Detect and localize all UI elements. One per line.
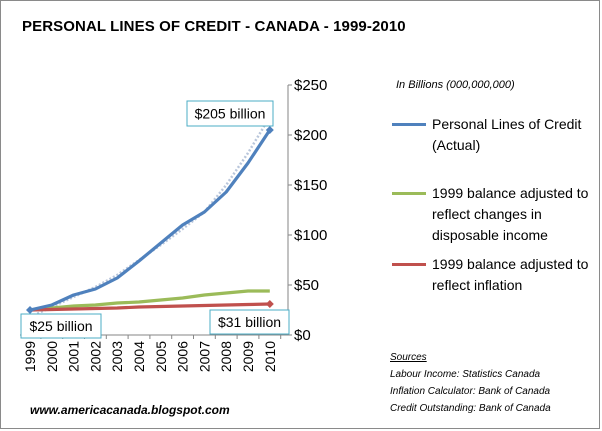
y-tick-label: $50 <box>294 277 319 294</box>
source-line: Labour Income: Statistics Canada <box>390 369 541 380</box>
legend-item-income: 1999 balance adjusted to reflect changes… <box>392 183 592 246</box>
legend-swatch-actual <box>392 123 426 126</box>
annotation-box <box>209 309 290 335</box>
annotation-label: $25 billion <box>29 318 92 334</box>
x-tick-label: 2008 <box>218 341 234 372</box>
x-tick-label: 2001 <box>66 341 82 372</box>
y-tick-label: $200 <box>294 127 327 144</box>
legend-item-actual: Personal Lines of Credit (Actual) <box>392 114 592 156</box>
x-tick-label: 2005 <box>153 341 169 372</box>
x-tick-label: 2007 <box>196 341 212 372</box>
legend-label-inflation: 1999 balance adjusted to reflect inflati… <box>432 256 589 293</box>
y-tick-label: $100 <box>294 227 327 244</box>
annotation-box <box>20 313 102 339</box>
legend-label-actual: Personal Lines of Credit (Actual) <box>432 116 582 153</box>
trendline <box>29 116 271 319</box>
legend-label-income: 1999 balance adjusted to reflect changes… <box>432 185 589 243</box>
series-line-2 <box>29 302 270 312</box>
units-note: In Billions (000,000,000) <box>396 79 515 91</box>
start-point-marker <box>26 306 34 314</box>
annotation-box <box>186 100 274 127</box>
x-tick-label: 1999 <box>22 341 38 372</box>
sources-heading: Sources <box>390 352 427 363</box>
x-tick-label: 2009 <box>240 341 256 372</box>
annotation-label: $31 billion <box>218 314 281 330</box>
end-point-marker-actual <box>265 126 274 134</box>
chart-title: PERSONAL LINES OF CREDIT - CANADA - 1999… <box>22 18 406 35</box>
x-tick-label: 2000 <box>44 341 60 372</box>
sources-block: Sources Labour Income: Statistics Canada… <box>390 349 551 417</box>
annotation-label: $205 billion <box>195 106 266 122</box>
legend-swatch-inflation <box>392 263 426 266</box>
series-line-1 <box>29 289 270 312</box>
website-url: www.americacanada.blogspot.com <box>30 403 230 417</box>
x-tick-label: 2006 <box>175 341 191 372</box>
y-tick-label: $0 <box>294 327 311 344</box>
source-line: Inflation Calculator: Bank of Canada <box>390 386 551 397</box>
source-line: Credit Outstanding: Bank of Canada <box>390 403 551 414</box>
y-tick-label: $250 <box>294 77 327 94</box>
y-tick-label: $150 <box>294 177 327 194</box>
end-point-marker-inflation <box>265 300 274 308</box>
series-line-0 <box>29 129 272 312</box>
x-tick-label: 2004 <box>131 341 147 372</box>
legend-swatch-income <box>392 192 426 195</box>
x-tick-label: 2002 <box>87 341 103 372</box>
legend-item-inflation: 1999 balance adjusted to reflect inflati… <box>392 254 592 296</box>
x-tick-label: 2003 <box>109 341 125 372</box>
x-tick-label: 2010 <box>262 341 278 372</box>
